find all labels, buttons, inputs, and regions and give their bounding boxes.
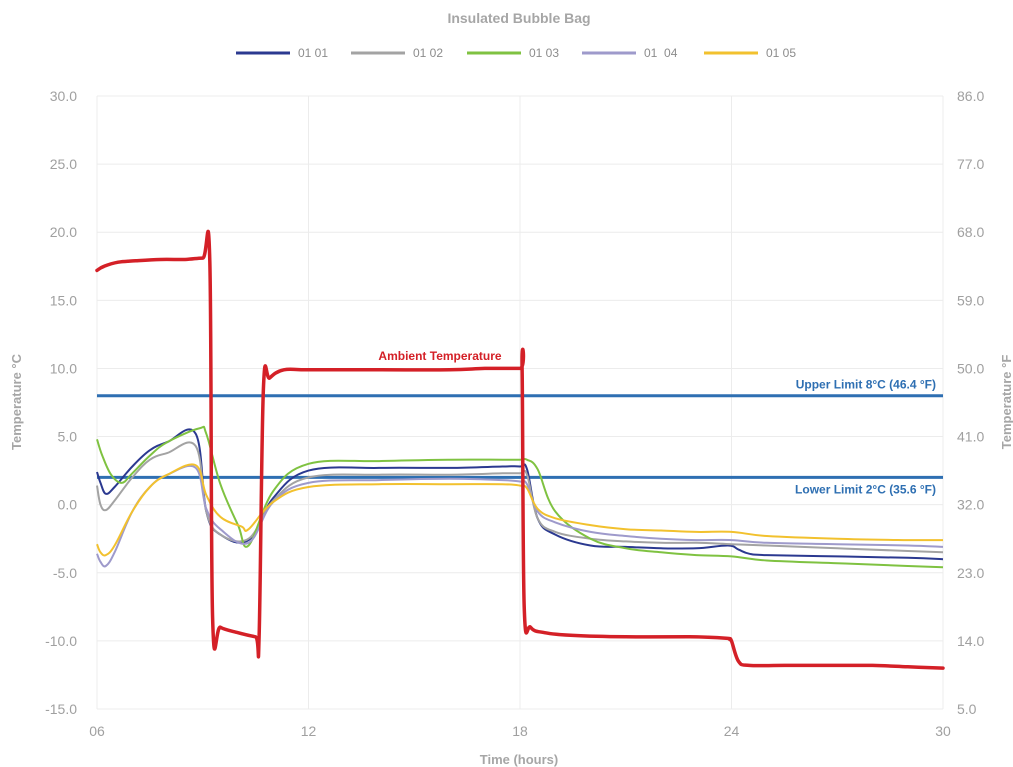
- x-tick: 18: [512, 723, 528, 739]
- y-tick-right: 86.0: [957, 88, 984, 104]
- upper-limit-label: Upper Limit 8°C (46.4 °F): [796, 378, 936, 392]
- legend-label: 01 03: [529, 46, 559, 60]
- x-tick: 24: [724, 723, 740, 739]
- grid: [96, 95, 944, 710]
- legend-item-4: 01 04: [582, 46, 678, 60]
- y-tick-right: 41.0: [957, 429, 984, 445]
- series-line-2: [96, 441, 944, 554]
- legend-item-3: 01 03: [467, 46, 559, 60]
- x-axis-title: Time (hours): [480, 752, 559, 767]
- y-tick-left: -10.0: [45, 633, 77, 649]
- y-axis-left-ticks: -15.0 -10.0 -5.0 0.0 5.0 10.0 15.0 20.0 25.0 30.0: [45, 88, 77, 717]
- y-tick-left: -5.0: [53, 565, 77, 581]
- lower-limit-label: Lower Limit 2°C (35.6 °F): [795, 482, 936, 496]
- ambient-series: Ambient Temperature: [95, 229, 945, 670]
- y-tick-left: 0.0: [58, 497, 78, 513]
- y-tick-right: 23.0: [957, 565, 984, 581]
- y-tick-left: 15.0: [50, 292, 77, 308]
- x-axis-ticks: 06 12 18 24 30: [89, 723, 951, 739]
- series-line-5: [96, 463, 944, 557]
- legend-label: 01 05: [766, 46, 796, 60]
- chart-title: Insulated Bubble Bag: [447, 10, 590, 26]
- x-tick: 30: [935, 723, 951, 739]
- y-tick-left: 25.0: [50, 156, 77, 172]
- legend: 01 01 01 02 01 03 01 04 01 05: [236, 46, 796, 60]
- limit-lines: Upper Limit 8°C (46.4 °F) Lower Limit 2°C…: [97, 378, 943, 496]
- legend-label: 01 04: [644, 46, 678, 60]
- y-axis-right-title: Temperature °F: [999, 355, 1013, 450]
- y-tick-right: 32.0: [957, 497, 984, 513]
- y-tick-left: 30.0: [50, 88, 77, 104]
- ambient-label: Ambient Temperature: [378, 349, 501, 363]
- series-line-1: [96, 428, 944, 561]
- y-tick-left: -15.0: [45, 701, 77, 717]
- y-axis-left-title: Temperature °C: [9, 353, 24, 450]
- x-tick: 12: [301, 723, 317, 739]
- series-lines: [96, 425, 944, 569]
- y-tick-right: 68.0: [957, 224, 984, 240]
- legend-label: 01 01: [298, 46, 328, 60]
- series-line-3: [96, 425, 944, 569]
- legend-item-1: 01 01: [236, 46, 328, 60]
- y-tick-right: 59.0: [957, 292, 984, 308]
- y-tick-right: 50.0: [957, 360, 984, 376]
- y-tick-left: 20.0: [50, 224, 77, 240]
- y-tick-right: 5.0: [957, 701, 977, 717]
- y-tick-right: 77.0: [957, 156, 984, 172]
- y-tick-left: 5.0: [58, 429, 78, 445]
- legend-item-2: 01 02: [351, 46, 443, 60]
- y-tick-left: 10.0: [50, 360, 77, 376]
- legend-label: 01 02: [413, 46, 443, 60]
- x-tick: 06: [89, 723, 105, 739]
- y-tick-right: 14.0: [957, 633, 984, 649]
- ambient-line: [95, 229, 945, 670]
- y-axis-right-ticks: 5.0 14.0 23.0 32.0 41.0 50.0 59.0 68.0 77.0 86.0: [957, 88, 984, 717]
- legend-item-5: 01 05: [704, 46, 796, 60]
